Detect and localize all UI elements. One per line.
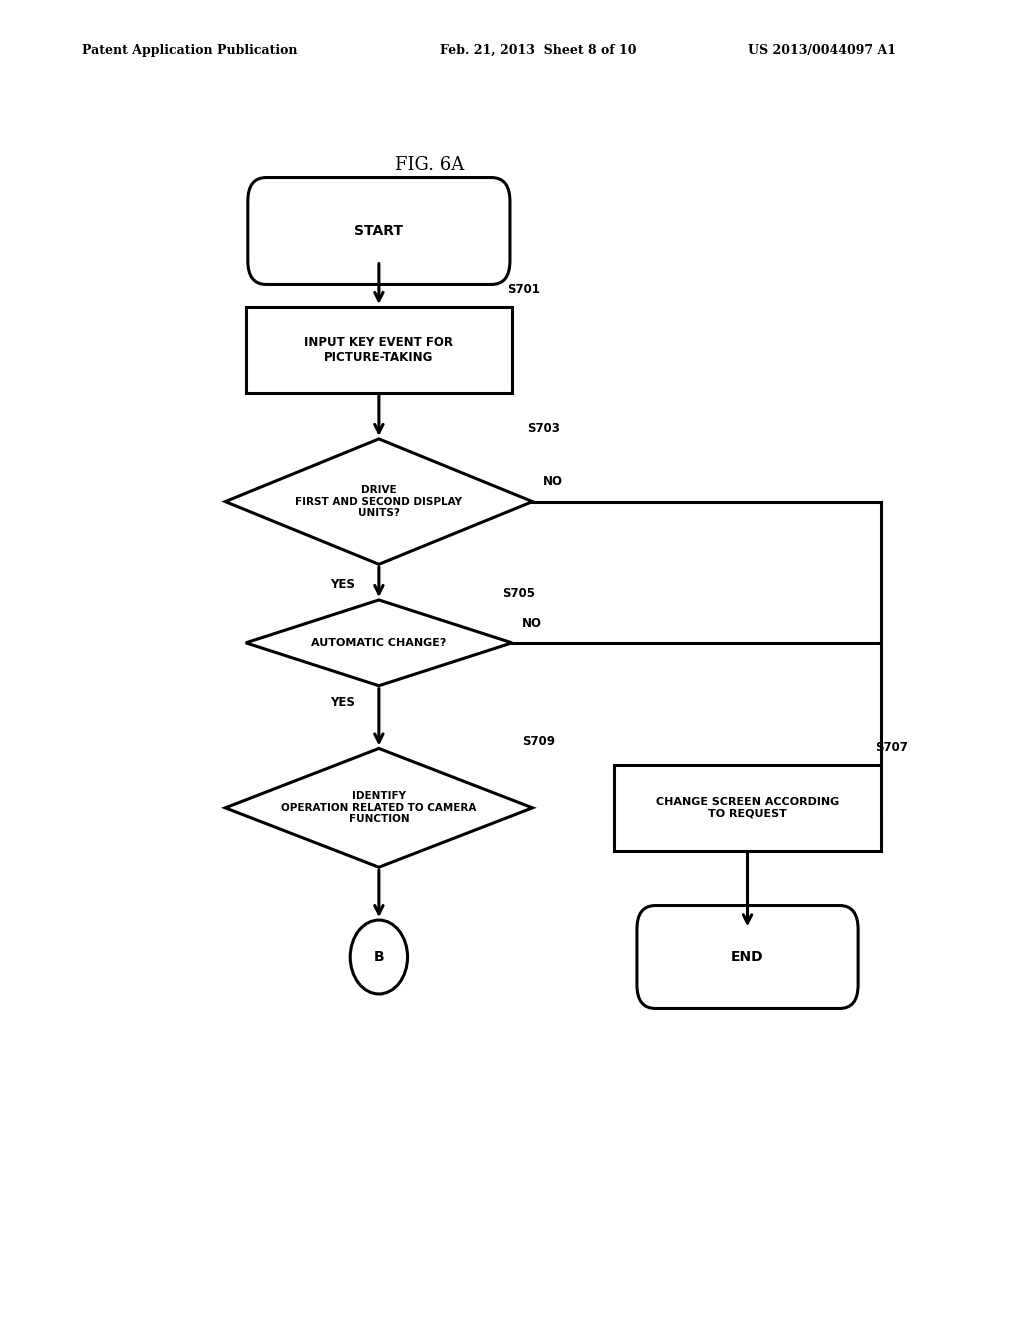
Text: S709: S709 <box>522 735 555 748</box>
Text: Patent Application Publication: Patent Application Publication <box>82 44 297 57</box>
Text: S707: S707 <box>876 742 908 754</box>
Text: AUTOMATIC CHANGE?: AUTOMATIC CHANGE? <box>311 638 446 648</box>
Text: YES: YES <box>331 578 355 590</box>
Polygon shape <box>225 438 532 565</box>
Text: US 2013/0044097 A1: US 2013/0044097 A1 <box>748 44 896 57</box>
Polygon shape <box>246 599 512 685</box>
Text: INPUT KEY EVENT FOR
PICTURE-TAKING: INPUT KEY EVENT FOR PICTURE-TAKING <box>304 335 454 364</box>
Text: S703: S703 <box>527 422 560 434</box>
FancyBboxPatch shape <box>614 764 881 850</box>
Text: START: START <box>354 224 403 238</box>
Text: IDENTIFY
OPERATION RELATED TO CAMERA
FUNCTION: IDENTIFY OPERATION RELATED TO CAMERA FUN… <box>282 791 476 825</box>
Text: Feb. 21, 2013  Sheet 8 of 10: Feb. 21, 2013 Sheet 8 of 10 <box>440 44 637 57</box>
Text: NO: NO <box>543 475 563 488</box>
Text: CHANGE SCREEN ACCORDING
TO REQUEST: CHANGE SCREEN ACCORDING TO REQUEST <box>656 797 839 818</box>
Text: DRIVE
FIRST AND SECOND DISPLAY
UNITS?: DRIVE FIRST AND SECOND DISPLAY UNITS? <box>295 484 463 519</box>
Circle shape <box>350 920 408 994</box>
Text: END: END <box>731 950 764 964</box>
Text: FIG. 6A: FIG. 6A <box>395 156 465 174</box>
Text: S705: S705 <box>502 587 535 599</box>
FancyBboxPatch shape <box>248 178 510 285</box>
FancyBboxPatch shape <box>637 906 858 1008</box>
Text: YES: YES <box>331 697 355 709</box>
Text: B: B <box>374 950 384 964</box>
Text: NO: NO <box>522 616 543 630</box>
FancyBboxPatch shape <box>246 306 512 393</box>
Polygon shape <box>225 748 532 867</box>
Text: S701: S701 <box>507 284 540 296</box>
